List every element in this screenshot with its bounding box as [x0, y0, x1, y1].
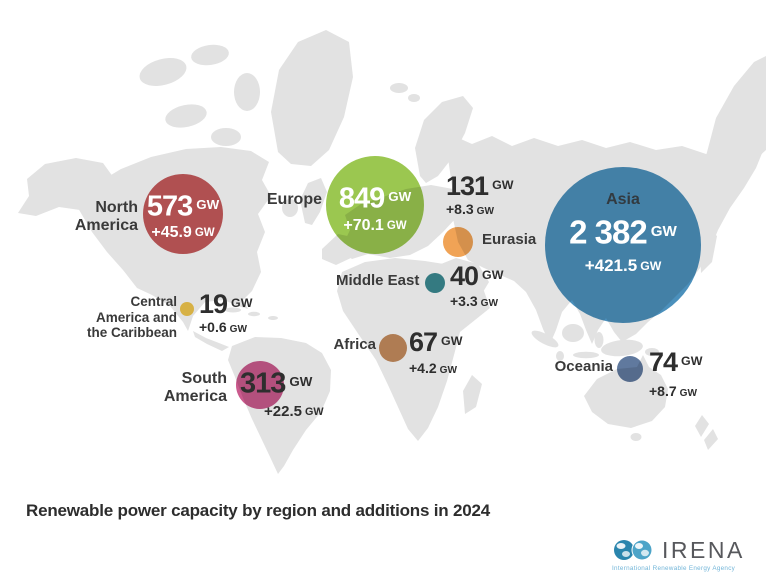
capacity-addition: +70.1 GW — [343, 216, 407, 234]
new-zealand-north — [695, 415, 709, 437]
north-america-bubble — [143, 174, 223, 254]
capacity-value: 67 GW — [409, 327, 463, 358]
unit-label: GW — [196, 197, 220, 212]
capacity-value: 313 GW — [240, 367, 313, 400]
greenland — [271, 30, 353, 166]
capacity-addition: +8.3 GW — [446, 201, 494, 218]
unit-label: GW — [231, 296, 253, 310]
capacity-value: 2 382 GW — [569, 213, 677, 251]
capacity-value: 40 GW — [450, 261, 504, 292]
region-label: North America — [74, 199, 138, 235]
central-america-land — [193, 331, 229, 351]
africa-bubble — [379, 334, 407, 362]
europe-bubble — [326, 156, 424, 254]
south-america-bubble — [236, 361, 284, 409]
capacity-addition: +45.9 GW — [151, 223, 215, 241]
northeast-russia — [706, 56, 766, 170]
unit-label: GW — [388, 189, 412, 204]
asia-bubble — [545, 167, 701, 323]
capacity-value: 131 GW — [446, 171, 514, 202]
globe-icon — [614, 539, 653, 561]
unit-label: GW — [492, 178, 514, 192]
capacity-value: 74 GW — [649, 347, 703, 378]
unit-label: GW — [441, 334, 463, 348]
eurasia-bubble — [443, 227, 473, 257]
irena-logo: IRENA International Renewable Energy Age… — [612, 537, 762, 572]
capacity-addition: +8.7 GW — [649, 383, 697, 400]
capacity-addition: +4.2 GW — [409, 360, 457, 377]
chart-title: Renewable power capacity by region and a… — [26, 501, 490, 520]
madagascar — [463, 375, 482, 414]
region-label: Eurasia — [482, 231, 537, 248]
capacity-value: 19 GW — [199, 289, 253, 320]
unit-label: GW — [681, 354, 703, 368]
capacity-value: 573 GW — [146, 190, 220, 223]
capacity-addition: +22.5 GW — [264, 403, 324, 420]
region-label: Africa — [333, 336, 376, 353]
brand-tagline: International Renewable Energy Agency — [612, 565, 736, 572]
japan — [700, 228, 717, 273]
region-label: Central America and the Caribbean — [86, 294, 177, 341]
central-america-bubble — [180, 302, 194, 316]
unit-label: GW — [650, 223, 677, 240]
oceania-bubble — [617, 356, 643, 382]
region-label: Asia — [606, 191, 640, 208]
capacity-addition: +421.5 GW — [584, 255, 662, 275]
britain — [300, 178, 327, 225]
brand-name: IRENA — [662, 537, 745, 563]
unit-label: GW — [289, 374, 313, 389]
region-label: Middle East — [336, 272, 420, 289]
region-label: Europe — [266, 191, 322, 208]
capacity-value: 849 GW — [338, 182, 412, 215]
australia — [584, 355, 668, 428]
scandinavia — [415, 96, 473, 183]
unit-label: GW — [482, 268, 504, 282]
middle-east-bubble — [425, 273, 445, 293]
region-label: Oceania — [554, 358, 613, 375]
new-zealand-south — [704, 429, 718, 450]
capacity-addition: +3.3 GW — [450, 293, 498, 310]
capacity-addition: +0.6 GW — [199, 319, 247, 336]
region-label: South America — [163, 370, 227, 406]
arabia — [436, 258, 489, 317]
